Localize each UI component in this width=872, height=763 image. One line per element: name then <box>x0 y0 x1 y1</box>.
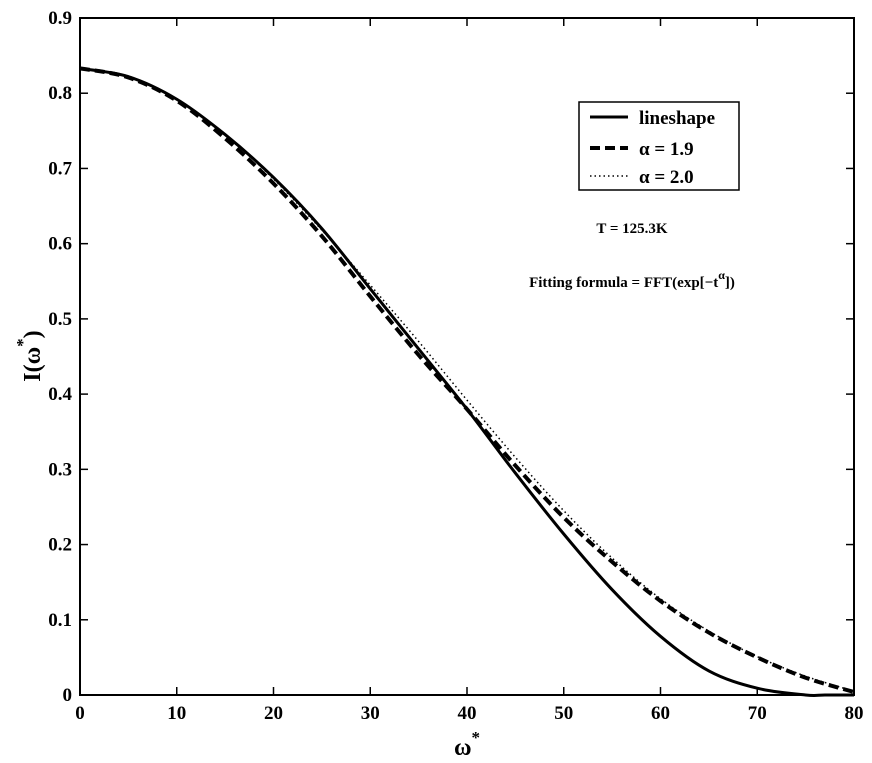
y-tick-label: 0.5 <box>48 309 72 330</box>
y-axis-label-pre: I(ω <box>20 347 46 382</box>
series-group <box>79 66 855 697</box>
x-tick-label: 50 <box>554 703 573 724</box>
legend-label-lineshape: lineshape <box>639 108 715 129</box>
annotation-temperature: T = 125.3K <box>596 221 668 237</box>
x-tick-label: 10 <box>167 703 186 724</box>
y-tick-label: 0.3 <box>48 459 72 480</box>
x-tick-label: 40 <box>458 703 477 724</box>
x-ticks: 0 10 20 30 40 50 60 70 80 <box>75 18 864 724</box>
x-axis-label-sup: * <box>472 728 481 747</box>
legend-label-alpha-2-0: α = 2.0 <box>639 167 694 188</box>
y-tick-label: 0.8 <box>48 83 72 104</box>
x-tick-label: 0 <box>75 703 85 724</box>
legend: lineshape α = 1.9 α = 2.0 <box>578 101 740 191</box>
y-axis-label: I(ω*) <box>13 330 46 381</box>
y-tick-label: 0.4 <box>48 384 72 405</box>
y-tick-label: 0.6 <box>48 234 72 255</box>
y-ticks: 0 0.1 0.2 0.3 0.4 0.5 0.6 0.7 0.8 0.9 <box>48 8 854 706</box>
x-tick-label: 20 <box>264 703 283 724</box>
x-tick-label: 60 <box>651 703 670 724</box>
legend-label-alpha-1-9: α = 1.9 <box>639 139 694 160</box>
y-axis-label-post: ) <box>20 330 46 338</box>
y-tick-label: 0.2 <box>48 535 72 556</box>
y-tick-label: 0.1 <box>48 610 72 631</box>
annotation-formula-pre: Fitting formula = FFT(exp[−t <box>529 275 718 291</box>
x-axis-label-base: ω <box>454 735 472 761</box>
x-tick-label: 80 <box>845 703 864 724</box>
y-axis-label-sup: * <box>13 338 32 347</box>
series-line-dotted <box>79 67 855 692</box>
x-tick-label: 70 <box>748 703 767 724</box>
annotation-formula-post: ]) <box>725 275 735 291</box>
x-tick-label: 30 <box>361 703 380 724</box>
y-tick-label: 0.9 <box>48 8 72 29</box>
y-tick-label: 0 <box>63 685 73 706</box>
series-line-solid <box>79 66 854 697</box>
x-axis-label: ω* <box>454 728 480 761</box>
annotation-fitting-formula: Fitting formula = FFT(exp[−tα]) <box>529 268 735 291</box>
annotation-formula-sup: α <box>718 268 725 282</box>
y-tick-label: 0.7 <box>48 158 72 179</box>
